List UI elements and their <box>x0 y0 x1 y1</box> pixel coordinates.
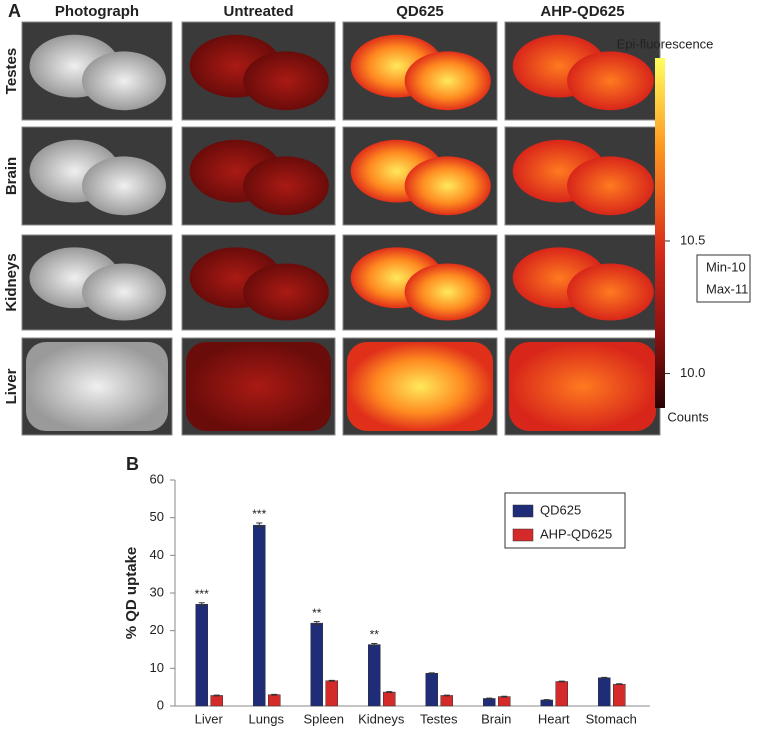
tissue <box>567 51 654 111</box>
tissue <box>567 263 654 321</box>
tissue <box>567 156 654 216</box>
y-tick-label: 10 <box>150 660 164 675</box>
bar <box>325 680 338 707</box>
tissue <box>82 51 166 111</box>
error-bar <box>558 680 565 683</box>
y-tick-label: 40 <box>150 547 164 562</box>
error-bar <box>371 642 378 647</box>
row-label: Liver <box>3 368 20 404</box>
column-header: QD625 <box>396 3 444 20</box>
tissue <box>404 51 491 111</box>
bar <box>210 695 223 707</box>
colorbar-unit: Counts <box>667 409 709 424</box>
y-tick-label: 20 <box>150 622 164 637</box>
error-bar <box>543 699 550 701</box>
bar <box>498 696 511 707</box>
x-tick-label: Liver <box>195 711 224 726</box>
y-tick-label: 30 <box>150 584 164 599</box>
x-tick-label: Kidneys <box>358 711 405 726</box>
row-label: Kidneys <box>3 253 20 311</box>
bar <box>613 683 626 707</box>
bar <box>540 699 553 707</box>
minmax-text: Min-10 <box>706 259 746 274</box>
significance: ** <box>312 606 322 620</box>
tissue <box>243 51 329 111</box>
bar <box>483 698 496 707</box>
y-axis-label: % QD uptake <box>123 547 140 640</box>
tissue <box>186 342 331 431</box>
tissue <box>509 342 656 431</box>
tissue <box>82 263 166 321</box>
x-tick-label: Lungs <box>249 711 285 726</box>
minmax-box <box>696 254 751 303</box>
tissue <box>404 263 491 321</box>
error-bar <box>486 697 493 700</box>
y-tick-label: 0 <box>157 697 164 712</box>
error-bar <box>198 602 205 607</box>
panel-label: A <box>8 1 21 21</box>
y-tick-label: 50 <box>150 509 164 524</box>
tissue <box>243 263 329 321</box>
error-bar <box>313 621 320 626</box>
colorbar-tick-label: 10.0 <box>680 365 705 380</box>
significance: *** <box>195 587 209 601</box>
error-bar <box>271 693 278 696</box>
error-bar <box>328 679 335 682</box>
bar <box>598 677 611 707</box>
x-tick-label: Heart <box>538 711 570 726</box>
error-bar <box>443 694 450 697</box>
legend-swatch <box>512 504 534 518</box>
error-bar <box>616 683 623 686</box>
panel-label: B <box>126 454 139 474</box>
tissue <box>243 156 329 216</box>
bar <box>383 691 396 707</box>
colorbar-title: Epi-fluorescence <box>617 36 714 51</box>
bar <box>440 695 453 707</box>
bar <box>555 681 568 707</box>
bar <box>195 604 208 707</box>
error-bar <box>501 695 508 698</box>
legend-label: AHP-QD625 <box>540 526 612 541</box>
tissue <box>404 156 491 216</box>
legend-swatch <box>512 528 534 542</box>
tissue <box>347 342 493 431</box>
significance: *** <box>252 507 266 521</box>
bar <box>368 644 381 707</box>
minmax-text: Max-11 <box>706 281 748 296</box>
image-grid <box>21 21 661 436</box>
error-bar <box>428 672 435 675</box>
bar <box>268 694 281 707</box>
significance: ** <box>370 628 380 642</box>
bar <box>253 524 266 707</box>
column-header: Untreated <box>223 3 293 20</box>
x-tick-label: Spleen <box>304 711 344 726</box>
column-header: Photograph <box>55 3 139 20</box>
x-tick-label: Testes <box>420 711 458 726</box>
error-bar <box>256 522 263 528</box>
colorbar <box>655 58 665 408</box>
row-label: Brain <box>3 157 20 195</box>
error-bar <box>601 676 608 679</box>
bar <box>425 672 438 707</box>
x-tick-label: Brain <box>481 711 511 726</box>
colorbar-tick-label: 10.5 <box>680 232 705 247</box>
error-bar <box>213 694 220 697</box>
x-tick-label: Stomach <box>586 711 637 726</box>
column-header: AHP-QD625 <box>540 3 624 20</box>
row-label: Testes <box>3 48 20 94</box>
tissue <box>26 342 168 431</box>
tissue <box>82 156 166 216</box>
bar <box>310 622 323 707</box>
y-tick-label: 60 <box>150 471 164 486</box>
legend-label: QD625 <box>540 502 581 517</box>
error-bar <box>386 691 393 693</box>
